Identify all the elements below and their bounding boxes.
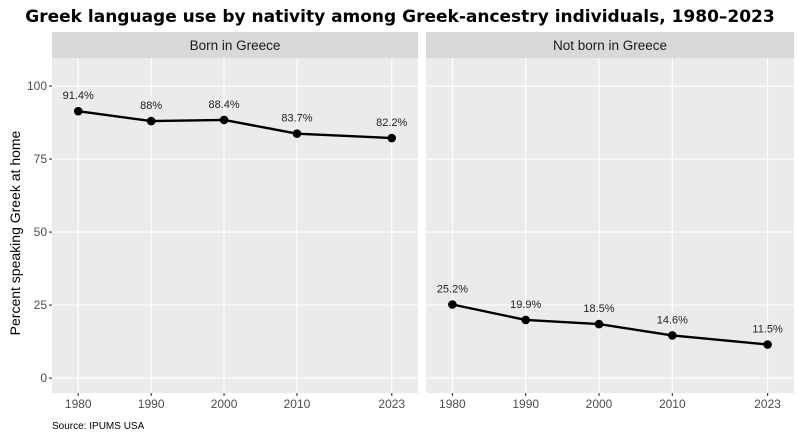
facet-strip-label: Born in Greece	[190, 38, 281, 53]
x-tick-label: 2023	[378, 397, 405, 411]
data-label: 88.4%	[208, 99, 239, 111]
data-point	[146, 116, 156, 126]
data-label: 91.4%	[63, 90, 94, 102]
x-tick-label: 1990	[512, 397, 539, 411]
data-label: 83.7%	[281, 113, 312, 125]
x-tick-label: 1980	[65, 397, 92, 411]
data-point	[73, 106, 83, 116]
data-point	[763, 340, 772, 349]
facet-strip	[426, 32, 794, 58]
data-point	[387, 133, 397, 143]
data-label: 14.6%	[657, 314, 688, 326]
data-label: 19.9%	[510, 299, 541, 311]
y-tick-label: 75	[34, 152, 48, 166]
x-tick-label: 2000	[211, 397, 238, 411]
x-tick-label: 2010	[284, 397, 311, 411]
x-tick-label: 2000	[586, 397, 613, 411]
data-point	[219, 115, 229, 125]
data-point	[594, 319, 604, 329]
data-label: 11.5%	[752, 324, 783, 336]
y-tick-label: 25	[34, 298, 48, 312]
facet-panels: Born in Greece 1980 1990 2000 2010 2023 0 25 50 7…	[27, 32, 794, 411]
x-tick-label: 2023	[754, 397, 781, 411]
y-axis-label: Percent speaking Greek at home	[7, 130, 23, 335]
data-point	[292, 129, 302, 138]
panel-background	[426, 58, 794, 393]
chart-title: Greek language use by nativity among Gre…	[25, 7, 774, 27]
data-point	[448, 300, 457, 309]
y-tick-label: 50	[34, 225, 48, 239]
x-tick-label: 1980	[439, 397, 466, 411]
data-label: 25.2%	[437, 284, 468, 296]
caption: Source: IPUMS USA	[52, 421, 145, 432]
panel-background	[52, 58, 418, 393]
y-tick-label: 0	[40, 371, 47, 385]
y-tick-label: 100	[27, 79, 47, 93]
facet-panel: Not born in Greece 1980 1990 2000 2010 2023 25…	[426, 32, 794, 411]
data-label: 82.2%	[376, 117, 407, 129]
data-label: 18.5%	[583, 303, 614, 315]
facet-strip-label: Not born in Greece	[553, 38, 667, 53]
facet-strip	[52, 32, 418, 58]
facet-panel: Born in Greece 1980 1990 2000 2010 2023 0 25 50 7…	[27, 32, 418, 411]
data-label: 88%	[140, 100, 162, 112]
x-tick-label: 2010	[659, 397, 686, 411]
data-point	[521, 315, 530, 325]
x-tick-label: 1990	[138, 397, 165, 411]
data-point	[668, 331, 677, 340]
